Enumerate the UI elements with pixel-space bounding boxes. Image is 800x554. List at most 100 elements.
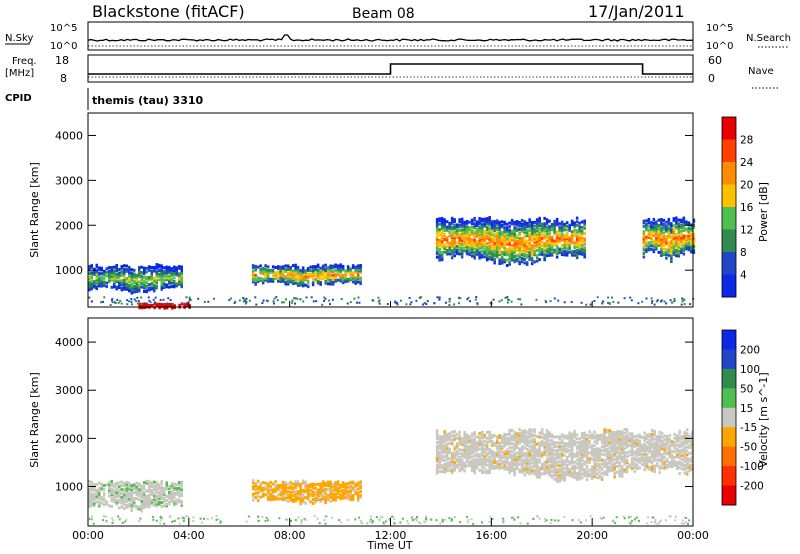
velocity-cell: [354, 484, 357, 488]
power-cell: [478, 245, 481, 249]
power-cell: [163, 266, 166, 270]
velocity-cell: [565, 436, 569, 440]
power-cell: [483, 255, 486, 259]
power-cell: [665, 236, 668, 240]
power-cell: [495, 249, 499, 253]
velocity-speckle: [359, 519, 362, 522]
velocity-cell: [593, 455, 596, 459]
power-cell: [518, 222, 521, 226]
power-cell: [645, 250, 648, 253]
power-cell: [443, 232, 446, 236]
velocity-speckle: [623, 517, 626, 520]
power-cell: [650, 247, 653, 251]
velocity-cell: [658, 465, 661, 469]
velocity-cell: [115, 491, 118, 495]
velocity-cell: [670, 444, 674, 447]
velocity-cell: [271, 490, 275, 494]
power-cell: [306, 274, 310, 278]
power-cell: [685, 234, 688, 238]
power-cell: [657, 218, 661, 222]
power-cell: [523, 220, 526, 224]
power-cell: [680, 247, 683, 251]
velocity-cell: [455, 452, 459, 455]
power-colorbar-segment: [722, 274, 736, 298]
velocity-cell: [93, 492, 96, 496]
velocity-cell: [663, 438, 666, 442]
velocity-cell: [615, 441, 619, 445]
velocity-cell: [595, 476, 599, 480]
power-cell: [160, 276, 163, 280]
power-cell: [575, 236, 579, 240]
beam-title: Beam 08: [352, 6, 415, 22]
velocity-cell: [173, 488, 176, 492]
power-cell: [170, 281, 173, 285]
velocity-cell: [590, 457, 594, 461]
velocity-cell: [163, 496, 166, 500]
velocity-cell: [513, 446, 516, 450]
power-cell: [453, 238, 456, 241]
velocity-cell: [683, 450, 686, 454]
power-cell: [500, 256, 504, 260]
velocity-cell: [545, 457, 549, 461]
power-cell: [329, 280, 332, 284]
power-cell: [525, 245, 529, 248]
power-cell: [575, 245, 579, 249]
power-cell: [657, 243, 661, 247]
power-cell: [545, 243, 549, 247]
power-cell: [560, 249, 564, 253]
velocity-cell: [455, 444, 459, 448]
power-cell: [523, 243, 526, 247]
power-cell: [473, 229, 476, 233]
velocity-cell: [640, 457, 644, 461]
power-cell: [326, 273, 330, 277]
velocity-cell: [150, 500, 153, 504]
power-speckle: [396, 301, 399, 304]
velocity-speckle: [682, 522, 685, 525]
velocity-cell: [133, 496, 136, 500]
velocity-cell: [625, 434, 629, 437]
power-cell: [565, 235, 569, 239]
velocity-cell: [663, 442, 666, 446]
power-cell: [326, 266, 330, 270]
power-cell: [435, 232, 439, 236]
power-cell: [160, 278, 163, 282]
velocity-cell: [635, 438, 639, 442]
power-cell: [535, 243, 539, 247]
velocity-cell: [520, 437, 524, 441]
power-cell: [123, 278, 126, 282]
power-cell: [495, 233, 499, 237]
velocity-cell: [645, 464, 649, 468]
velocity-cell: [603, 447, 606, 451]
power-cell: [281, 270, 285, 274]
velocity-cell: [274, 484, 277, 488]
power-cell: [460, 217, 464, 221]
velocity-cell: [558, 454, 561, 458]
power-cell: [533, 238, 536, 242]
velocity-cell: [610, 469, 614, 472]
velocity-cell: [663, 448, 666, 451]
velocity-cell: [668, 451, 671, 455]
velocity-cell: [620, 467, 624, 471]
velocity-cell: [473, 446, 476, 450]
power-cell: [500, 258, 504, 261]
velocity-cell: [488, 465, 491, 469]
velocity-cell: [608, 434, 611, 438]
velocity-speckle: [680, 522, 683, 525]
power-speckle: [409, 303, 412, 306]
power-cell: [642, 232, 646, 236]
velocity-speckle: [297, 516, 300, 519]
velocity-cell: [450, 471, 454, 475]
velocity-cell: [540, 441, 544, 445]
velocity-cell: [678, 450, 681, 454]
velocity-cell: [88, 503, 91, 507]
power-cell: [535, 241, 539, 245]
velocity-cell: [336, 482, 340, 486]
power-cell: [580, 243, 584, 247]
velocity-cell: [608, 440, 611, 444]
velocity-cell: [301, 492, 305, 496]
power-cell: [578, 245, 581, 249]
velocity-cell: [125, 488, 128, 492]
velocity-cell: [505, 448, 509, 452]
velocity-cell: [525, 459, 529, 463]
power-cell: [515, 254, 519, 258]
